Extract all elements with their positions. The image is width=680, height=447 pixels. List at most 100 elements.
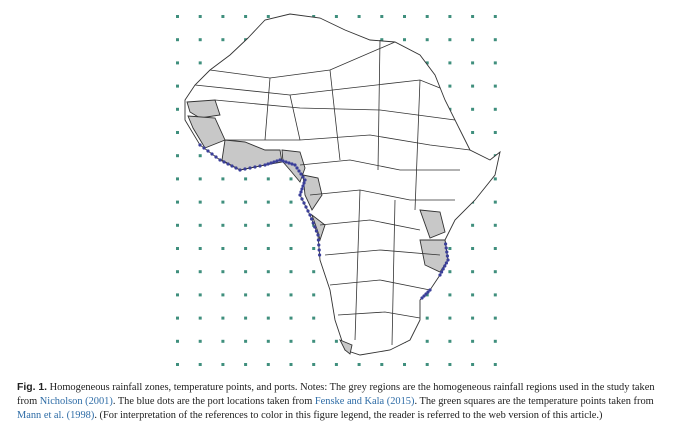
temperature-point (312, 270, 316, 274)
temperature-point (289, 247, 293, 250)
temperature-point (198, 270, 202, 274)
port (198, 143, 202, 147)
ports (198, 143, 450, 300)
temperature-point (244, 200, 248, 204)
temperature-point (176, 223, 179, 227)
port (300, 187, 304, 191)
temperature-point (198, 177, 202, 181)
temperature-point (493, 363, 497, 366)
temperature-point (493, 200, 497, 204)
temperature-point (176, 61, 179, 65)
port (299, 172, 303, 176)
port (297, 169, 301, 173)
reference-link[interactable]: Fenske and Kala (2015) (314, 396, 415, 407)
temperature-point (448, 15, 452, 18)
port (316, 238, 320, 242)
temperature-point (176, 107, 179, 111)
temperature-point (266, 270, 270, 274)
port (316, 233, 320, 237)
temperature-point (471, 131, 475, 134)
temperature-point (198, 61, 202, 65)
temperature-point (425, 38, 429, 42)
temperature-point (176, 15, 179, 18)
port (248, 166, 252, 170)
temperature-point (221, 177, 225, 181)
temperature-point (334, 339, 338, 343)
map (176, 13, 501, 366)
temperature-point (198, 223, 202, 227)
port (424, 292, 428, 296)
temperature-point (471, 38, 475, 42)
temperature-point (244, 270, 248, 274)
temperature-point (471, 270, 475, 274)
temperature-point (266, 200, 270, 204)
port (310, 217, 314, 221)
temperature-point (312, 316, 316, 320)
port (226, 162, 230, 166)
port (302, 181, 306, 185)
temperature-point (471, 107, 475, 111)
temperature-point (244, 247, 248, 250)
temperature-point (471, 363, 475, 366)
temperature-point (493, 247, 497, 250)
temperature-point (448, 61, 452, 65)
caption-text: Homogeneous rainfall zones, temperature … (17, 382, 655, 407)
temperature-point (425, 316, 429, 320)
port (218, 158, 222, 162)
temperature-point (493, 293, 497, 297)
temperature-point (448, 247, 452, 250)
port (210, 152, 214, 156)
temperature-point (448, 38, 452, 42)
temperature-point (471, 223, 475, 227)
port (299, 190, 303, 194)
temperature-point (380, 38, 384, 42)
port (317, 248, 321, 252)
port (295, 166, 299, 170)
temperature-point (493, 61, 497, 65)
temperature-point (357, 363, 361, 366)
temperature-point (448, 293, 452, 297)
port (281, 159, 285, 163)
temperature-point (221, 200, 225, 204)
port (230, 164, 234, 168)
port (300, 197, 304, 201)
temperature-point (493, 15, 497, 18)
temperature-point (425, 339, 429, 343)
port (444, 246, 448, 250)
temperature-point (289, 293, 293, 297)
temperature-point (176, 247, 179, 250)
temperature-point (312, 15, 316, 18)
port (311, 221, 315, 225)
temperature-point (221, 15, 225, 18)
temperature-point (266, 316, 270, 320)
port (428, 288, 432, 292)
temperature-point (198, 339, 202, 343)
port (445, 250, 449, 254)
port (302, 201, 306, 205)
caption-text: . The green squares are the temperature … (414, 396, 654, 407)
temperature-point (198, 154, 202, 158)
temperature-point (198, 15, 202, 18)
port (301, 175, 305, 179)
temperature-point (198, 316, 202, 320)
port (444, 242, 448, 246)
port (238, 168, 242, 172)
port (440, 270, 444, 274)
temperature-point (380, 15, 384, 18)
temperature-point (266, 15, 270, 18)
temperature-point (221, 247, 225, 250)
temperature-point (266, 293, 270, 297)
port (263, 163, 267, 167)
port (304, 205, 308, 209)
temperature-point (221, 316, 225, 320)
temperature-point (198, 293, 202, 297)
temperature-point (266, 363, 270, 366)
temperature-point (176, 316, 179, 320)
temperature-point (244, 339, 248, 343)
port (303, 178, 307, 182)
reference-link[interactable]: Mann et al. (1998) (17, 410, 95, 421)
reference-link[interactable]: Nicholson (2001) (39, 396, 113, 407)
zone-boundaries (194, 39, 471, 346)
caption-text: . (For interpretation of the references … (94, 410, 603, 421)
